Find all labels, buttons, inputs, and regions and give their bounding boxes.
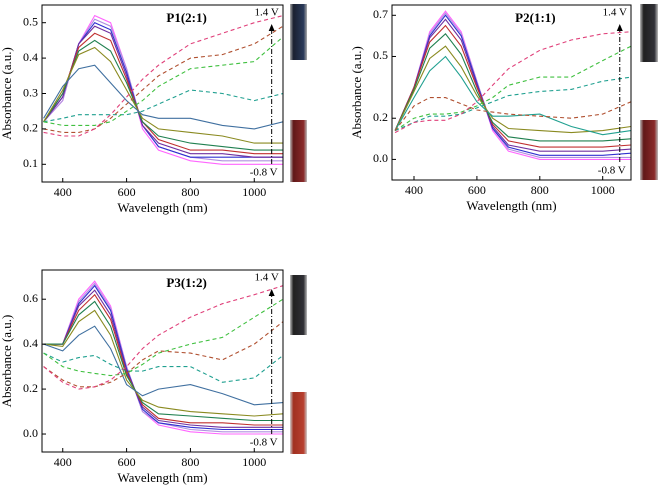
x-tick-label: 1000 [242,455,266,469]
arrow-head [268,289,275,296]
vial-image [640,4,658,62]
y-tick-label: 0.5 [23,14,38,28]
annotation: -0.8 V [250,437,278,449]
spectrum-line [394,31,631,134]
spectrum-line [43,289,283,428]
y-tick-label: 0.2 [23,121,38,135]
spectrum-line [394,45,631,132]
spectrum-line [43,321,283,388]
vial-image [640,120,658,180]
arrow-head [268,24,275,31]
annotation: 1.4 V [603,7,627,19]
x-tick-label: 800 [181,185,199,199]
spectrum-line [43,285,283,390]
x-tick-label: 400 [54,455,72,469]
vial-image [290,275,307,335]
panel-title: P1(2:1) [166,10,206,25]
x-tick-label: 400 [405,183,423,197]
spectrum-line [43,32,283,155]
annotation: -0.8 V [598,165,626,177]
spectrum-line [43,309,283,417]
spectrum-line [43,300,283,422]
spectrum-line [394,55,631,136]
spectrum-line [43,325,283,406]
y-tick-label: 0.2 [23,381,38,395]
y-axis-label: Absorbance (a.u.) [0,47,14,140]
x-tick-label: 400 [54,185,72,199]
x-axis-label: Wavelength (nm) [117,200,207,215]
panel-title: P3(1:2) [166,275,206,290]
spectrum-line [394,76,631,132]
plot-frame [41,4,284,183]
x-axis-label: Wavelength (nm) [466,198,556,213]
y-tick-label: 0.6 [23,291,38,305]
spectrum-line [394,32,631,142]
spectrum-line [43,352,283,383]
spectrum-line [43,89,283,123]
x-tick-label: 800 [531,183,549,197]
spectrum-line [43,64,283,130]
y-tick-label: 0.1 [23,156,38,170]
annotation: -0.8 V [250,167,278,179]
x-tick-label: 1000 [242,185,266,199]
x-tick-label: 800 [181,455,199,469]
spectrum-line [43,39,283,151]
arrow-head [616,24,623,31]
x-tick-label: 600 [118,185,136,199]
spectrum-line [394,45,631,134]
y-tick-label: 0.3 [23,85,38,99]
spectrum-line [43,18,283,162]
spectrum-line [43,298,283,377]
vial-image [290,4,307,60]
panel-title: P2(1:1) [515,10,555,25]
vial-image [290,120,307,182]
x-axis-label: Wavelength (nm) [117,470,207,485]
y-tick-label: 0.5 [373,48,388,62]
y-axis-label: Absorbance (a.u.) [0,315,14,408]
x-tick-label: 600 [118,455,136,469]
annotation: 1.4 V [255,7,279,19]
y-tick-label: 0.4 [23,336,38,350]
x-tick-label: 600 [468,183,486,197]
y-axis-label: Absorbance (a.u.) [349,46,364,139]
spectrum-line [43,15,283,137]
spectrum-line [394,97,631,131]
y-tick-label: 0.7 [373,7,388,21]
y-tick-label: 0.0 [373,151,388,165]
y-tick-label: 0.2 [373,110,388,124]
y-tick-label: 0.4 [23,50,38,64]
vial-image [290,392,307,454]
x-tick-label: 1000 [591,183,615,197]
spectrum-line [43,46,283,144]
plot-frame [391,4,632,181]
annotation: 1.4 V [255,272,279,284]
y-tick-label: 0.0 [23,426,38,440]
plot-frame [41,269,284,453]
